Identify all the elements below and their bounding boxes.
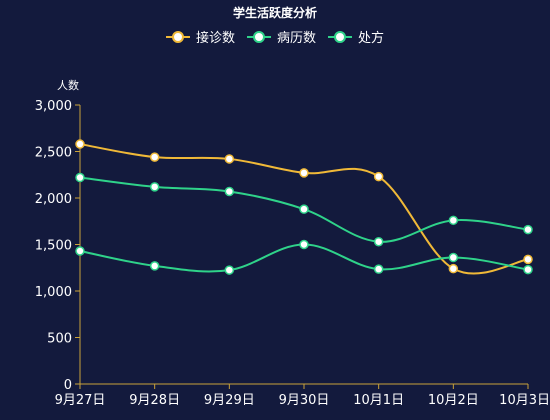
x-tick-label: 9月29日 (204, 393, 255, 408)
legend-label: 病历数 (277, 31, 316, 46)
data-point[interactable] (448, 215, 459, 226)
data-point[interactable] (448, 263, 459, 274)
y-tick-label: 1,000 (35, 285, 72, 300)
y-tick-label: 3,000 (35, 99, 72, 114)
data-point[interactable] (523, 264, 533, 275)
y-tick-label: 2,000 (35, 192, 72, 207)
y-tick-label: 500 (47, 332, 72, 347)
legend-marker-icon (334, 31, 346, 43)
data-point[interactable] (224, 186, 235, 197)
series-group (75, 239, 533, 275)
axes: 0 500 1,000 1,500 2,000 2,500 3,000 9月27日 9月28日 9… (35, 99, 550, 408)
data-point[interactable] (75, 139, 85, 149)
data-point[interactable] (373, 171, 384, 182)
x-tick-label: 10月2日 (428, 393, 479, 408)
data-point[interactable] (149, 261, 160, 271)
data-point[interactable] (224, 265, 235, 275)
data-point[interactable] (299, 204, 309, 214)
legend-item[interactable]: 接诊数 (166, 30, 235, 46)
legend-marker-icon (253, 31, 265, 43)
data-point[interactable] (299, 168, 309, 178)
series-layer (75, 139, 533, 275)
legend-item[interactable]: 病历数 (247, 31, 316, 46)
data-point[interactable] (523, 254, 533, 265)
x-tick-label: 10月1日 (353, 393, 404, 408)
x-tick-label: 10月3日 (499, 393, 550, 408)
chart-title: 学生活跃度分析 (233, 5, 317, 20)
data-point[interactable] (149, 182, 160, 192)
data-point[interactable] (373, 264, 384, 274)
data-point[interactable] (523, 224, 533, 235)
series-group (75, 172, 533, 247)
data-point[interactable] (448, 252, 459, 263)
data-point[interactable] (224, 154, 235, 164)
data-point[interactable] (75, 246, 85, 256)
x-tick-label: 9月28日 (129, 393, 180, 408)
legend: 接诊数 病历数 处方 (166, 30, 384, 46)
data-point[interactable] (373, 236, 384, 247)
data-point[interactable] (75, 172, 85, 183)
x-tick-label: 9月30日 (279, 393, 330, 408)
data-point[interactable] (299, 239, 309, 250)
legend-label: 处方 (358, 30, 384, 46)
y-tick-label: 2,500 (35, 146, 72, 161)
data-point[interactable] (149, 152, 160, 162)
legend-item[interactable]: 处方 (328, 30, 384, 46)
y-tick-label: 1,500 (35, 239, 72, 254)
series-group (75, 139, 533, 275)
legend-label: 接诊数 (196, 30, 235, 46)
legend-marker-icon (172, 31, 184, 43)
y-tick-label: 0 (64, 378, 72, 393)
x-tick-label: 9月27日 (55, 393, 106, 408)
y-axis-label: 人数 (57, 79, 79, 92)
